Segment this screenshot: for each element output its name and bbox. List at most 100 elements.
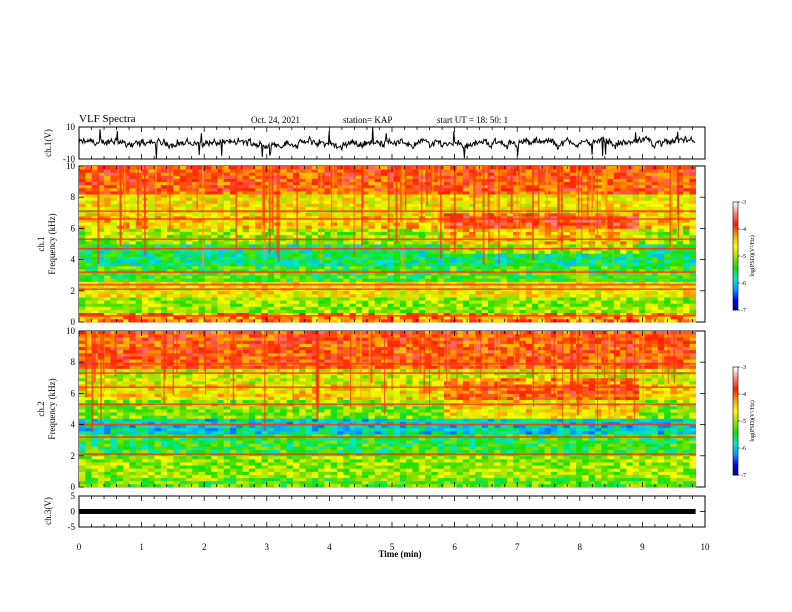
spectrogram-cell bbox=[500, 172, 508, 176]
spectrogram-cell bbox=[683, 219, 690, 223]
spectrogram-cell bbox=[311, 315, 319, 320]
spectrogram-cell bbox=[594, 212, 602, 217]
spectrogram-cell bbox=[236, 194, 243, 198]
spectrogram-cell bbox=[255, 306, 262, 310]
spectrogram-cell bbox=[318, 318, 325, 323]
spectrogram-cell bbox=[626, 293, 634, 298]
spectrogram-streak bbox=[670, 166, 673, 253]
spectrogram-cell bbox=[494, 281, 501, 285]
spectrogram-cell bbox=[242, 262, 250, 267]
spectrogram-cell bbox=[343, 234, 350, 239]
spectrogram-cell bbox=[97, 234, 105, 239]
spectrogram-cell bbox=[519, 250, 527, 254]
spectrogram-cell bbox=[204, 250, 212, 254]
spectrogram-cell bbox=[192, 312, 199, 317]
spectrogram-cell bbox=[632, 200, 640, 204]
spectrogram-cell bbox=[324, 315, 332, 320]
spectrogram-cell bbox=[532, 215, 539, 220]
spectrogram-cell bbox=[456, 187, 464, 192]
spectrogram-cell bbox=[248, 268, 256, 273]
spectrogram-cell bbox=[154, 281, 162, 285]
spectrogram-cell bbox=[85, 172, 92, 176]
spectrogram-cell bbox=[550, 194, 558, 198]
spectrogram-cell bbox=[538, 234, 545, 239]
spectrogram-cell bbox=[469, 290, 476, 295]
spectrogram-cell bbox=[626, 231, 634, 236]
spectrogram-cell bbox=[487, 225, 495, 229]
spectrogram-cell bbox=[664, 175, 671, 179]
spectrogram-cell bbox=[657, 222, 665, 226]
spectrogram-cell bbox=[324, 231, 332, 236]
spectrogram-cell bbox=[79, 215, 86, 220]
spectrogram-cell bbox=[645, 197, 652, 201]
spectrogram-cell bbox=[550, 297, 558, 301]
spectrogram-cell bbox=[676, 312, 684, 317]
spectrogram-cell bbox=[462, 312, 470, 317]
spectrogram-cell bbox=[632, 175, 640, 179]
spectrogram-cell bbox=[286, 187, 294, 192]
spectrogram-cell bbox=[450, 256, 457, 260]
spectrogram-cell bbox=[141, 297, 149, 301]
spectrogram-cell bbox=[670, 256, 678, 260]
spectrogram-cell bbox=[230, 278, 237, 282]
spectrogram-cell bbox=[582, 203, 590, 207]
spectrogram-cell bbox=[418, 303, 426, 307]
spectrogram-cell bbox=[104, 181, 111, 186]
spectrogram-cell bbox=[481, 262, 489, 267]
spectrogram-cell bbox=[141, 262, 149, 267]
spectrogram-cell bbox=[632, 206, 640, 211]
spectrogram-cell bbox=[576, 231, 583, 236]
spectrogram-cell bbox=[443, 265, 451, 270]
spectrogram-cell bbox=[104, 222, 111, 226]
spectrogram-cell bbox=[425, 240, 432, 245]
spectrogram-cell bbox=[299, 178, 306, 182]
spectrogram-cell bbox=[129, 222, 137, 226]
spectrogram-cell bbox=[406, 234, 413, 239]
spectrogram-cell bbox=[645, 297, 652, 301]
spectrogram-cell bbox=[437, 265, 445, 270]
spectrogram-cell bbox=[412, 240, 420, 245]
spectrogram-cell bbox=[362, 293, 369, 298]
spectrogram-cell bbox=[582, 300, 590, 304]
spectrogram-cell bbox=[374, 219, 382, 223]
spectrogram-cell bbox=[110, 190, 118, 195]
spectrogram-cell bbox=[198, 240, 206, 245]
spectrogram-cell bbox=[368, 250, 376, 254]
spectrogram-cell bbox=[198, 256, 206, 260]
spectrogram-cell bbox=[179, 169, 187, 173]
spectrogram-cell bbox=[318, 300, 325, 304]
spectrogram-cell bbox=[683, 222, 690, 226]
spectrogram-cell bbox=[185, 178, 193, 182]
spectrogram-cell bbox=[368, 228, 376, 232]
spectrogram-cell bbox=[532, 222, 539, 226]
spectrogram-cell bbox=[569, 256, 577, 260]
spectrogram-cell bbox=[154, 290, 162, 295]
spectrogram-cell bbox=[204, 272, 212, 276]
spectrogram-cell bbox=[305, 272, 313, 276]
spectrogram-cell bbox=[582, 244, 590, 248]
spectrogram-cell bbox=[632, 253, 640, 257]
spectrogram-cell bbox=[230, 293, 237, 298]
spectrogram-cell bbox=[544, 244, 552, 248]
spectrogram-cell bbox=[481, 297, 489, 301]
spectrogram-cell bbox=[532, 250, 539, 254]
spectrogram-cell bbox=[91, 306, 99, 310]
spectrogram-cell bbox=[500, 284, 508, 289]
spectrogram-cell bbox=[626, 172, 634, 176]
spectrogram-cell bbox=[97, 178, 105, 182]
spectrogram-cell bbox=[626, 222, 634, 226]
spectrogram-cell bbox=[311, 259, 319, 264]
spectrogram-cell bbox=[198, 281, 206, 285]
spectrogram-cell bbox=[110, 303, 118, 307]
spectrogram-streak bbox=[262, 166, 265, 226]
spectrogram-cell bbox=[267, 297, 275, 301]
spectrogram-cell bbox=[211, 293, 218, 298]
spectrogram-cell bbox=[299, 206, 306, 211]
spectrogram-cell bbox=[154, 240, 162, 245]
spectrogram-cell bbox=[248, 200, 256, 204]
spectrogram-cell bbox=[494, 250, 501, 254]
spectrogram-cell bbox=[97, 272, 105, 276]
spectrogram-cell bbox=[374, 281, 382, 285]
spectrogram-cell bbox=[267, 197, 275, 201]
spectrogram-cell bbox=[519, 240, 527, 245]
